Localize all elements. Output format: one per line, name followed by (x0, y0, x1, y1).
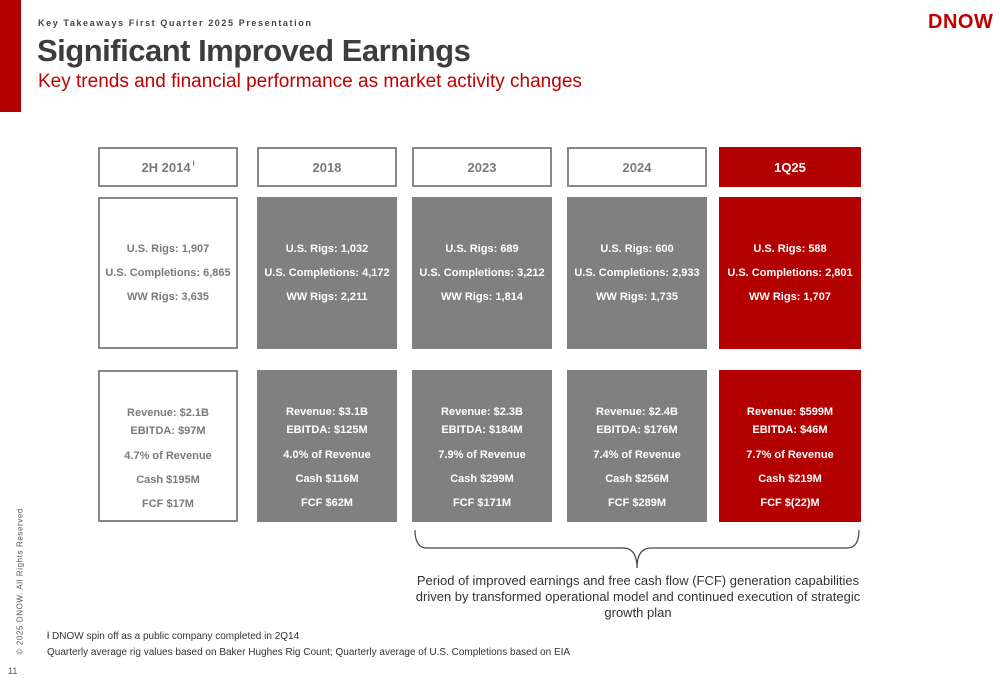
financial-box-2h2014: Revenue: $2.1B EBITDA: $97M 4.7% of Reve… (98, 370, 238, 522)
ww-rigs: WW Rigs: 1,814 (441, 291, 523, 303)
ebitda-margin: 7.7% of Revenue (746, 449, 834, 461)
accent-bar (0, 0, 21, 112)
copyright-notice: © 2025 DNOW. All Rights Reserved (15, 508, 25, 655)
column-label: 2024 (622, 159, 652, 175)
financial-box-2023: Revenue: $2.3B EBITDA: $184M 7.9% of Rev… (412, 370, 552, 522)
ebitda-margin: 7.9% of Revenue (438, 449, 526, 461)
ebitda-margin: 7.4% of Revenue (593, 449, 681, 461)
column-label: 2H 2014 (141, 159, 191, 175)
column-label: 2023 (467, 159, 497, 175)
fcf: FCF $(22)M (760, 497, 820, 509)
cash: Cash $256M (605, 473, 669, 485)
cash: Cash $299M (450, 473, 514, 485)
financial-box-2024: Revenue: $2.4B EBITDA: $176M 7.4% of Rev… (567, 370, 707, 522)
rig-stats-box-1q25: U.S. Rigs: 588 U.S. Completions: 2,801 W… (719, 197, 861, 349)
ebitda: EBITDA: $176M (596, 424, 678, 436)
fcf: FCF $289M (607, 497, 667, 509)
us-completions: U.S. Completions: 6,865 (105, 267, 231, 279)
us-rigs: U.S. Rigs: 1,907 (126, 243, 210, 255)
cash: Cash $116M (295, 473, 359, 485)
ww-rigs: WW Rigs: 2,211 (286, 291, 368, 303)
column-header-2023: 2023 (412, 147, 552, 187)
us-rigs: U.S. Rigs: 588 (753, 243, 827, 255)
revenue: Revenue: $2.1B (127, 407, 209, 419)
footnote-spin-off: ł DNOW spin off as a public company comp… (47, 631, 300, 642)
revenue: Revenue: $2.4B (596, 406, 678, 418)
column-header-2h2014: 2H 2014 ł (98, 147, 238, 187)
ww-rigs: WW Rigs: 3,635 (127, 291, 209, 303)
ebitda: EBITDA: $184M (441, 424, 523, 436)
cash: Cash $195M (136, 474, 200, 486)
column-label: 1Q25 (774, 159, 806, 175)
revenue: Revenue: $2.3B (441, 406, 523, 418)
fcf: FCF $171M (452, 497, 512, 509)
ebitda: EBITDA: $97M (130, 425, 206, 437)
footnote-mark: ł (192, 161, 195, 169)
presentation-kicker: Key Takeaways First Quarter 2025 Present… (38, 18, 313, 28)
ww-rigs: WW Rigs: 1,707 (749, 291, 831, 303)
column-header-2024: 2024 (567, 147, 707, 187)
column-header-1q25: 1Q25 (719, 147, 861, 187)
page-number: 11 (8, 666, 18, 676)
us-rigs: U.S. Rigs: 1,032 (285, 243, 369, 255)
column-label: 2018 (312, 159, 342, 175)
fcf: FCF $17M (142, 498, 194, 510)
fcf: FCF $62M (301, 497, 353, 509)
ww-rigs: WW Rigs: 1,735 (596, 291, 678, 303)
us-completions: U.S. Completions: 2,801 (727, 267, 853, 279)
ebitda: EBITDA: $125M (286, 424, 368, 436)
page-subtitle: Key trends and financial performance as … (38, 71, 582, 92)
rig-stats-box-2024: U.S. Rigs: 600 U.S. Completions: 2,933 W… (567, 197, 707, 349)
column-header-2018: 2018 (257, 147, 397, 187)
ebitda-margin: 4.0% of Revenue (283, 449, 371, 461)
us-rigs: U.S. Rigs: 600 (600, 243, 674, 255)
footnote-rig-source: Quarterly average rig values based on Ba… (47, 647, 571, 658)
ebitda: EBITDA: $46M (752, 424, 828, 436)
dnow-logo: DNOW (928, 11, 994, 33)
cash: Cash $219M (758, 473, 822, 485)
ebitda-margin: 4.7% of Revenue (124, 450, 212, 462)
revenue: Revenue: $599M (746, 406, 834, 418)
page-title: Significant Improved Earnings (37, 33, 471, 68)
financial-box-1q25: Revenue: $599M EBITDA: $46M 7.7% of Reve… (719, 370, 861, 522)
us-completions: U.S. Completions: 2,933 (574, 267, 700, 279)
revenue: Revenue: $3.1B (286, 406, 368, 418)
rig-stats-box-2h2014: U.S. Rigs: 1,907 U.S. Completions: 6,865… (98, 197, 238, 349)
rig-stats-box-2023: U.S. Rigs: 689 U.S. Completions: 3,212 W… (412, 197, 552, 349)
us-completions: U.S. Completions: 3,212 (419, 267, 545, 279)
period-brace-icon (414, 530, 860, 569)
us-completions: U.S. Completions: 4,172 (264, 267, 390, 279)
financial-box-2018: Revenue: $3.1B EBITDA: $125M 4.0% of Rev… (257, 370, 397, 522)
us-rigs: U.S. Rigs: 689 (445, 243, 519, 255)
period-description: Period of improved earnings and free cas… (415, 573, 861, 620)
rig-stats-box-2018: U.S. Rigs: 1,032 U.S. Completions: 4,172… (257, 197, 397, 349)
